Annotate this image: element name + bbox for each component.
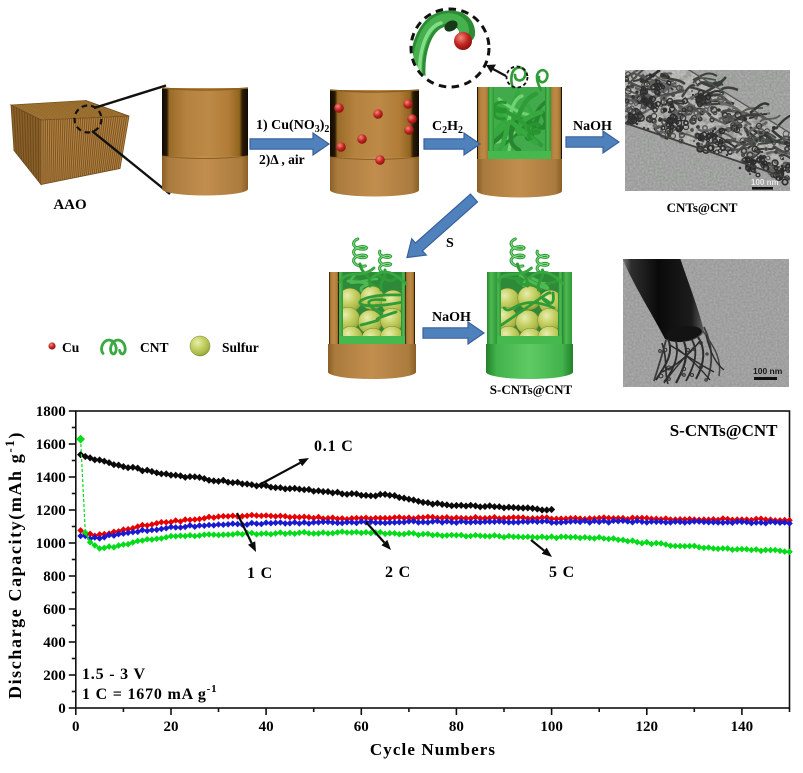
svg-text:NaOH: NaOH [573,119,612,134]
svg-text:Discharge Capacity(mAh g-1): Discharge Capacity(mAh g-1) [2,431,26,699]
svg-text:80: 80 [449,719,464,735]
svg-text:S: S [446,236,454,251]
svg-text:S-CNTs@CNT: S-CNTs@CNT [490,382,573,397]
svg-text:1800: 1800 [36,404,66,420]
svg-text:40: 40 [259,719,274,735]
svg-text:1400: 1400 [36,470,66,486]
svg-text:1.5 - 3 V: 1.5 - 3 V [82,666,146,683]
svg-text:AAO: AAO [53,197,86,213]
svg-text:S-CNTs@CNT: S-CNTs@CNT [670,421,778,440]
svg-text:2)Δ , air: 2)Δ , air [259,152,305,167]
svg-text:1000: 1000 [36,536,66,552]
svg-text:60: 60 [354,719,369,735]
svg-text:100: 100 [540,719,563,735]
svg-text:1200: 1200 [36,503,66,519]
svg-text:1 C: 1 C [247,565,273,582]
svg-text:0: 0 [72,719,80,735]
svg-text:CNT: CNT [140,340,169,355]
svg-text:100 nm: 100 nm [753,366,783,376]
svg-text:Cycle Numbers: Cycle Numbers [370,740,496,759]
svg-text:Cu: Cu [62,340,80,355]
svg-text:NaOH: NaOH [432,310,471,325]
svg-text:Sulfur: Sulfur [222,340,259,355]
svg-text:140: 140 [731,719,754,735]
svg-text:20: 20 [164,719,179,735]
svg-text:2 C: 2 C [385,564,411,581]
svg-text:0: 0 [58,701,66,717]
svg-text:CNTs@CNT: CNTs@CNT [667,200,738,215]
svg-text:1600: 1600 [36,437,66,453]
svg-text:200: 200 [43,668,66,684]
svg-text:400: 400 [43,635,66,651]
svg-text:800: 800 [43,569,66,585]
svg-text:1 C = 1670 mA g-1: 1 C = 1670 mA g-1 [82,683,217,703]
svg-text:0.1 C: 0.1 C [314,438,354,455]
svg-text:120: 120 [636,719,659,735]
svg-text:100 nm: 100 nm [751,178,779,187]
svg-text:600: 600 [43,602,66,618]
svg-text:5 C: 5 C [549,564,575,581]
